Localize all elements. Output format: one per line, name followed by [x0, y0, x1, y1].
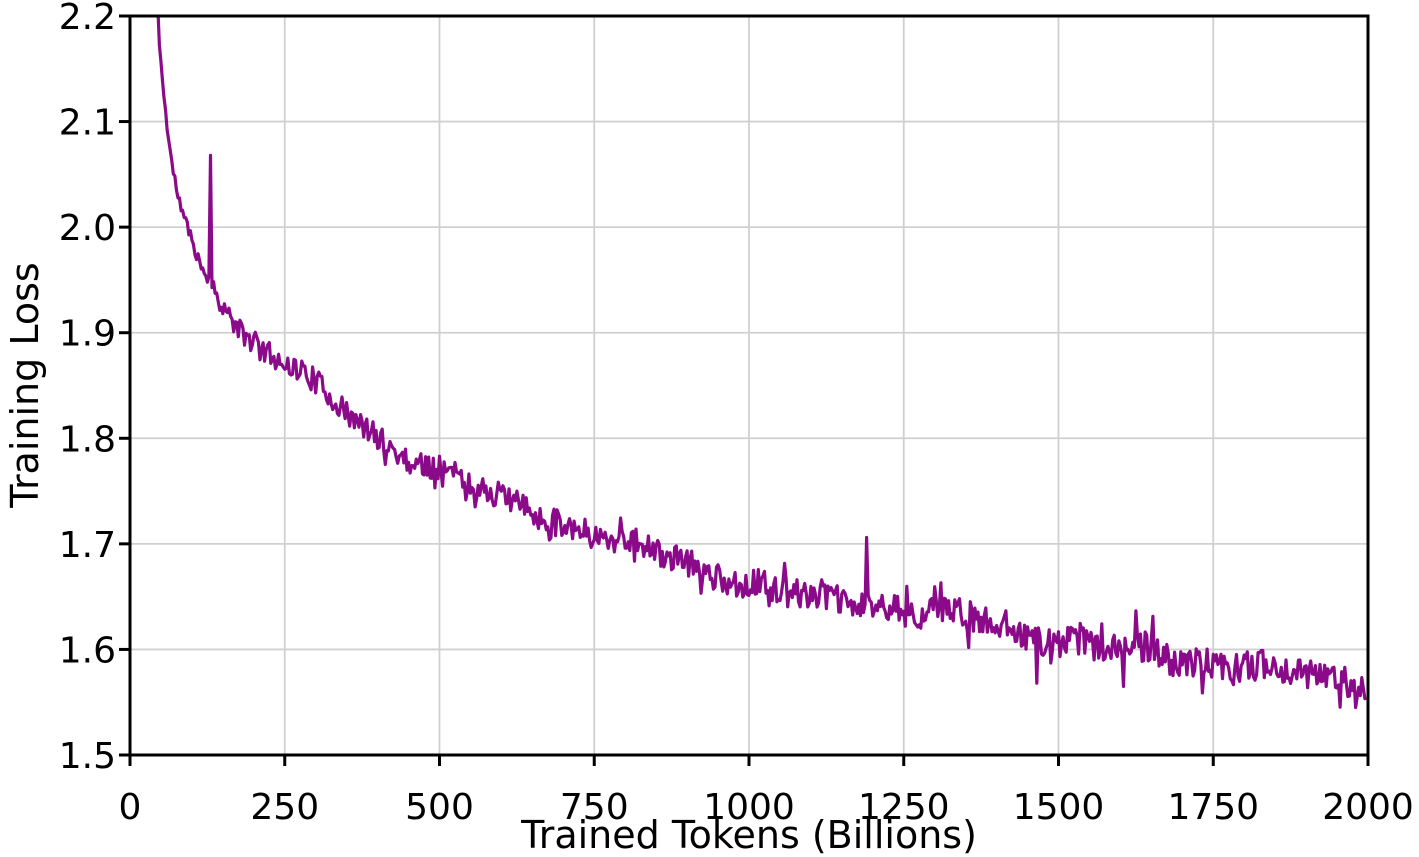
- x-axis-label: Trained Tokens (Billions): [520, 813, 977, 857]
- y-tick-label: 2.1: [59, 103, 116, 144]
- y-tick-label: 1.9: [59, 314, 116, 355]
- tick-labels: 0 250 500 750 1000 1250 1500 1750 2000 1.5 1.6 1.7 1…: [59, 0, 1414, 828]
- x-tick-label: 1500: [1013, 787, 1105, 828]
- y-axis-label: Training Loss: [3, 262, 47, 508]
- y-tick-label: 1.8: [59, 419, 116, 460]
- axis-ticks: [119, 14, 1370, 766]
- y-tick-label: 2.2: [59, 0, 116, 38]
- y-tick-label: 2.0: [59, 208, 116, 249]
- x-tick-label: 250: [250, 787, 319, 828]
- x-tick-label: 500: [405, 787, 474, 828]
- x-tick-label: 1750: [1167, 787, 1259, 828]
- x-tick-label: 1000: [703, 787, 795, 828]
- x-tick-label: 2000: [1322, 787, 1414, 828]
- y-tick-label: 1.7: [59, 525, 116, 566]
- loss-curve: [156, 16, 1367, 710]
- y-tick-label: 1.5: [59, 736, 116, 777]
- x-tick-label: 1250: [858, 787, 950, 828]
- y-tick-label: 1.6: [59, 630, 116, 671]
- x-tick-label: 0: [119, 787, 142, 828]
- x-tick-label: 750: [560, 787, 629, 828]
- series-layer: [156, 16, 1367, 710]
